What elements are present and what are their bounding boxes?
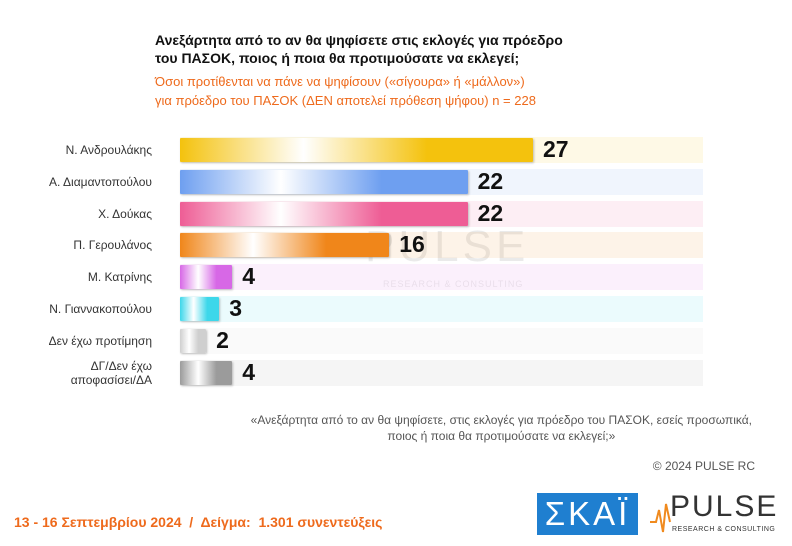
value-label: 27 <box>543 136 569 162</box>
value-label: 22 <box>477 167 504 194</box>
value-label: 4 <box>242 358 256 385</box>
category-label: Α. Διαμαντοπούλου <box>49 174 152 189</box>
watermark-sub: RESEARCH & CONSULTING <box>383 279 524 289</box>
bar-track <box>180 359 703 386</box>
category-label: Ν. Γιαννακοπούλου <box>49 302 152 316</box>
category-label: Μ. Κατρίνης <box>87 270 152 285</box>
category-label: Χ. Δούκας <box>98 206 152 221</box>
value-label: 22 <box>477 199 504 226</box>
chart-title: Ανεξάρτητα από το αν θα ψηφίσετε στις εκ… <box>155 32 563 66</box>
footer: 13 - 16 Σεπτεμβρίου 2024 / Δείγμα: 1.301… <box>14 514 383 530</box>
bar <box>180 328 207 353</box>
pulse-icon <box>650 503 671 533</box>
bar <box>180 169 468 194</box>
category-label: Δεν έχω προτίμηση <box>48 333 152 348</box>
copyright: © 2024 PULSE RC <box>652 459 755 473</box>
bar <box>180 138 534 162</box>
value-label: 4 <box>242 263 256 290</box>
category-label: Π. Γερουλάνος <box>73 238 152 253</box>
value-label: 2 <box>216 326 229 353</box>
chart-subtitle: Όσοι προτίθενται να πάνε να ψηφίσουν («σ… <box>155 74 536 108</box>
value-label: 16 <box>399 231 425 258</box>
pulse-logo: PULSE <box>670 490 779 523</box>
bar <box>180 265 233 290</box>
category-label: Ν. Ανδρουλάκης <box>65 143 152 157</box>
bar <box>180 297 220 321</box>
skai-logo: ΣΚΑΪ <box>537 493 638 535</box>
bar-track <box>180 264 703 291</box>
value-label: 3 <box>229 295 243 321</box>
bar <box>180 233 390 258</box>
bar <box>180 360 233 385</box>
bar <box>180 201 468 226</box>
pulse-logo-sub: RESEARCH & CONSULTING <box>672 526 776 533</box>
category-label: ΔΓ/Δεν έχω αποφασίσει/ΔΑ <box>70 358 152 387</box>
bar-track <box>180 327 703 354</box>
bar-track <box>180 296 703 322</box>
watermark: PULSE <box>365 222 530 271</box>
question-note: «Ανεξάρτητα από το αν θα ψηφίσετε, στις … <box>250 413 752 443</box>
